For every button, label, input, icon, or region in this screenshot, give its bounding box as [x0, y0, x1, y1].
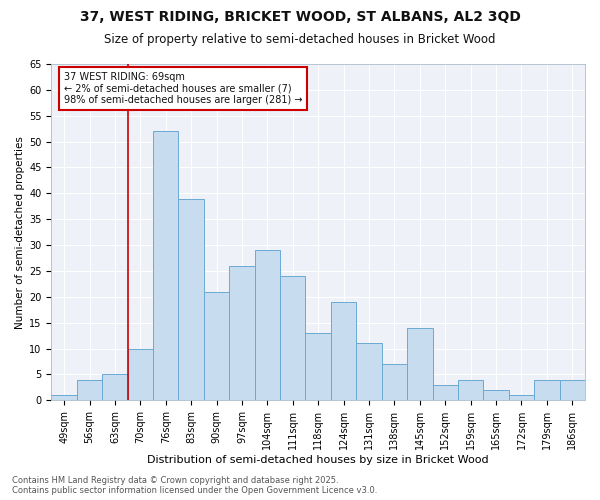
Bar	[153, 132, 178, 400]
Bar	[407, 328, 433, 400]
Bar	[356, 344, 382, 400]
Bar	[509, 395, 534, 400]
Bar	[52, 395, 77, 400]
X-axis label: Distribution of semi-detached houses by size in Bricket Wood: Distribution of semi-detached houses by …	[148, 455, 489, 465]
Bar	[102, 374, 128, 400]
Text: 37 WEST RIDING: 69sqm
← 2% of semi-detached houses are smaller (7)
98% of semi-d: 37 WEST RIDING: 69sqm ← 2% of semi-detac…	[64, 72, 302, 105]
Bar	[534, 380, 560, 400]
Bar	[433, 385, 458, 400]
Bar	[254, 250, 280, 400]
Bar	[382, 364, 407, 401]
Bar	[204, 292, 229, 401]
Y-axis label: Number of semi-detached properties: Number of semi-detached properties	[15, 136, 25, 328]
Bar	[560, 380, 585, 400]
Bar	[280, 276, 305, 400]
Bar	[458, 380, 484, 400]
Bar	[484, 390, 509, 400]
Bar	[128, 348, 153, 401]
Bar	[305, 333, 331, 400]
Bar	[331, 302, 356, 400]
Text: 37, WEST RIDING, BRICKET WOOD, ST ALBANS, AL2 3QD: 37, WEST RIDING, BRICKET WOOD, ST ALBANS…	[80, 10, 520, 24]
Text: Size of property relative to semi-detached houses in Bricket Wood: Size of property relative to semi-detach…	[104, 32, 496, 46]
Bar	[178, 198, 204, 400]
Bar	[229, 266, 254, 400]
Bar	[77, 380, 102, 400]
Text: Contains HM Land Registry data © Crown copyright and database right 2025.
Contai: Contains HM Land Registry data © Crown c…	[12, 476, 377, 495]
